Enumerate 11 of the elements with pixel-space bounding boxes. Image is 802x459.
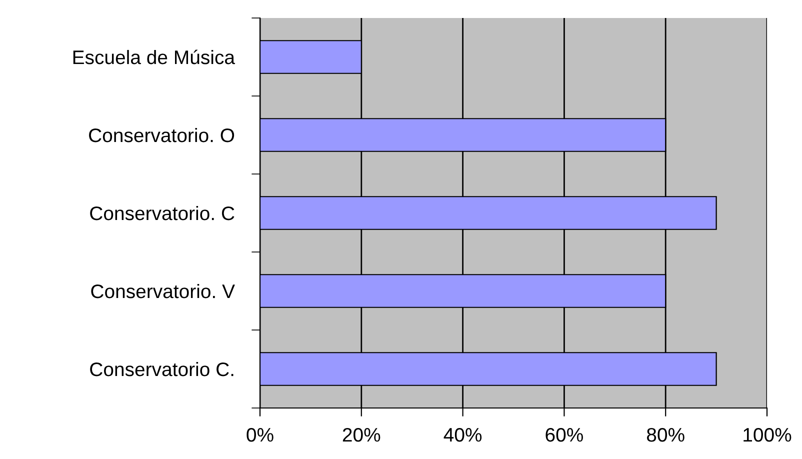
y-tick-label: Conservatorio. V [91, 284, 235, 298]
y-tick-label: Conservatorio. O [89, 128, 234, 142]
x-tick-label: 80% [646, 428, 684, 442]
y-tick-label: Escuela de Música [73, 50, 236, 64]
x-tick-label: 60% [546, 428, 583, 442]
x-tick-label: 0% [246, 428, 274, 442]
y-tick-label: Conservatorio. C [90, 206, 234, 220]
x-tick-label: 40% [444, 428, 482, 442]
y-tick-label: Conservatorio C. [90, 362, 234, 376]
x-tick-label: 100% [744, 428, 792, 442]
x-tick-label: 20% [342, 428, 380, 442]
